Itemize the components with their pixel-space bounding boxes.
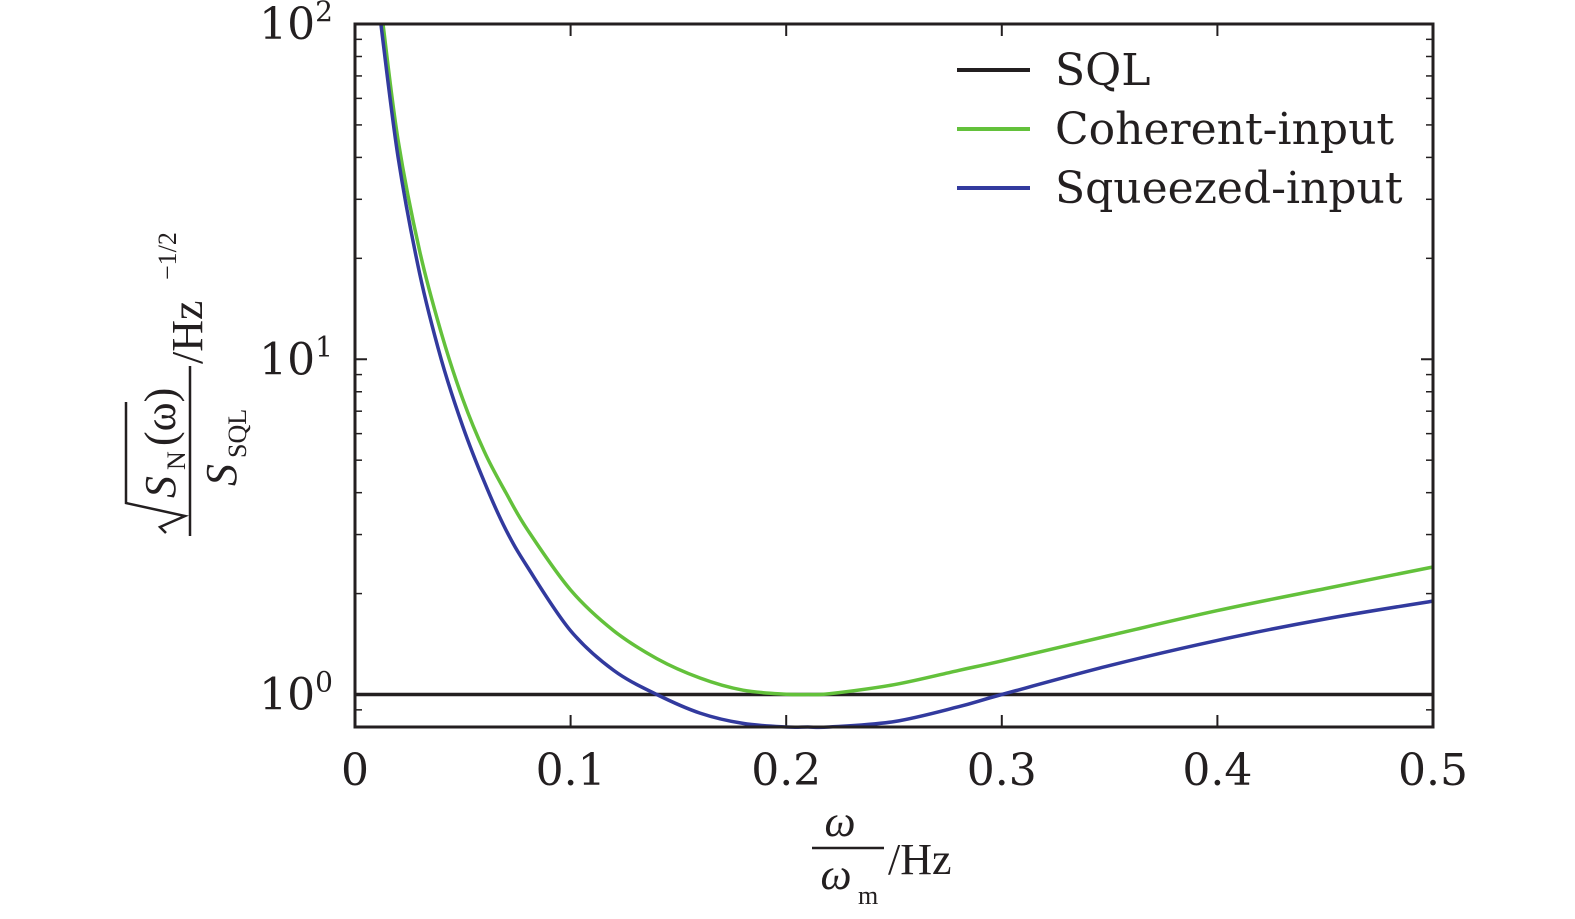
- plot-frame: [353, 22, 1435, 729]
- legend: SQL Coherent-input Squeezed-input: [957, 45, 1403, 214]
- series-line-squeezed-input: [379, 23, 1434, 730]
- x-label-num: ω: [824, 797, 855, 846]
- x-tick-label: 0.1: [536, 745, 606, 796]
- legend-label: Squeezed-input: [1055, 163, 1403, 214]
- y-label-num: S: [136, 476, 185, 498]
- x-tick-label: 0.3: [967, 745, 1037, 796]
- y-label-num-arg: (ω): [136, 388, 185, 446]
- y-label-num-sub: N: [162, 451, 191, 470]
- series-layer: [354, 23, 1434, 730]
- x-tick-label: 0.5: [1398, 745, 1468, 796]
- sqrt-sign: [124, 402, 190, 534]
- y-tick-label: 102: [259, 0, 333, 50]
- x-label-den-sub: m: [858, 881, 878, 910]
- tick-labels: 0 0.1 0.2 0.3 0.4 0.5 100 101 102: [259, 0, 1468, 796]
- y-tick-label: 100: [259, 666, 333, 721]
- x-tick-label: 0: [341, 745, 369, 796]
- y-label-den: S: [197, 464, 246, 486]
- x-label-unit: /Hz: [888, 835, 952, 884]
- y-label-den-sub: SQL: [223, 409, 252, 458]
- x-label-den: ω: [820, 850, 851, 899]
- x-axis-label: ω ω m /Hz: [812, 797, 952, 910]
- y-label-unit-exp: −1/2: [153, 232, 182, 280]
- series-line-coherent-input: [381, 23, 1434, 697]
- x-tick-label: 0.4: [1182, 745, 1252, 796]
- legend-label: Coherent-input: [1055, 104, 1394, 155]
- y-axis-label: S N (ω) S SQL /Hz −1/2: [124, 232, 252, 536]
- y-label-unit: /Hz: [163, 300, 212, 364]
- x-tick-label: 0.2: [751, 745, 821, 796]
- y-tick-label: 101: [259, 330, 333, 385]
- legend-label: SQL: [1055, 45, 1150, 96]
